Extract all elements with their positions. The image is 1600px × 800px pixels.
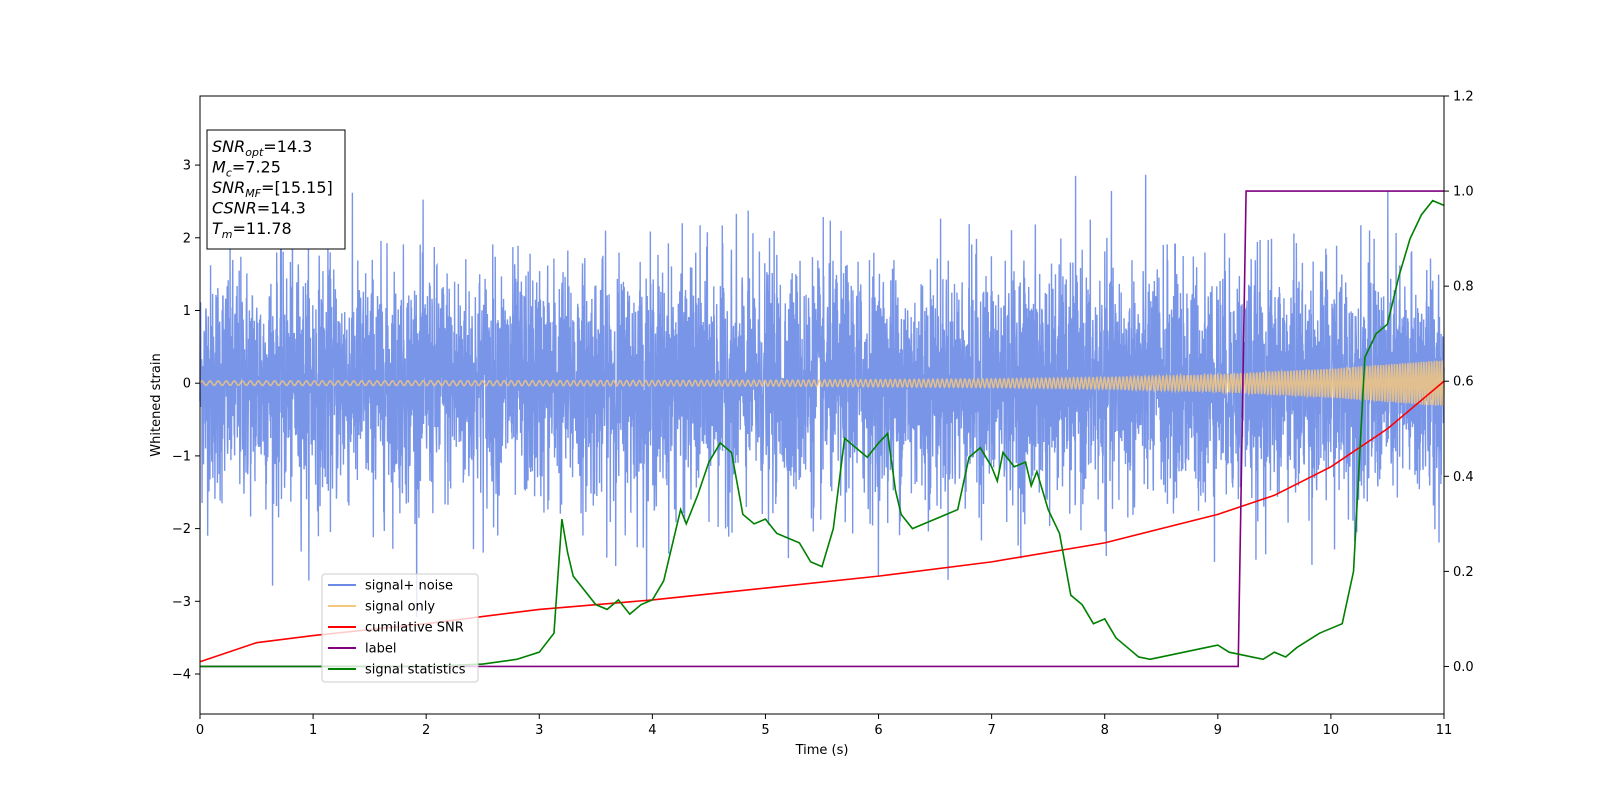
legend-label: label	[365, 642, 396, 657]
signal-only-line	[199, 360, 1445, 407]
y-axis-left: −4 −3 −2 −1 0 1 2 3	[172, 159, 200, 683]
y-right-tick-label: 1.2	[1453, 90, 1474, 105]
signal-statistics-line	[200, 199, 1445, 668]
y-left-tick-label: 1	[183, 304, 191, 319]
y-left-tick-label: −2	[172, 522, 191, 537]
y-axis-right: 0.0 0.2 0.4 0.6 0.8 1.0 1.2	[1444, 90, 1474, 675]
y-left-tick-label: −1	[172, 449, 191, 464]
x-tick-label: 10	[1323, 723, 1340, 738]
y-left-tick-label: 3	[183, 159, 191, 174]
x-axis-label: Time (s)	[795, 743, 849, 758]
x-tick-label: 3	[535, 723, 543, 738]
x-tick-label: 11	[1436, 723, 1453, 738]
x-tick-label: 6	[874, 723, 882, 738]
x-tick-label: 5	[761, 723, 769, 738]
y-right-tick-label: 0.2	[1453, 565, 1474, 580]
annotation-line: Mc=7.25	[212, 158, 281, 180]
y-left-tick-label: −4	[172, 668, 191, 683]
legend-frame	[321, 573, 479, 683]
annotation-line: CSNR=14.3	[212, 199, 306, 218]
legend-label: cumilative SNR	[365, 621, 464, 636]
x-tick-label: 0	[196, 723, 204, 738]
y-right-tick-label: 0.4	[1453, 470, 1474, 485]
signal-noise-line	[199, 174, 1445, 618]
plot-frame	[199, 95, 1445, 715]
x-tick-label: 7	[987, 723, 995, 738]
x-tick-label: 9	[1214, 723, 1222, 738]
annotation-line: SNRMF=[15.15]	[212, 178, 333, 200]
y-right-tick-label: 0.0	[1453, 660, 1474, 675]
y-right-tick-label: 1.0	[1453, 185, 1474, 200]
legend-label: signal only	[365, 600, 435, 615]
legend: signal+ noise signal only cumilative SNR la…	[321, 573, 479, 683]
y-axis-label-left: Whitened strain	[149, 353, 164, 456]
signal-noise-series	[199, 174, 1445, 618]
annotation-line: Tm=11.78	[212, 219, 292, 241]
label-line	[200, 190, 1444, 668]
x-axis: 0 1 2 3 4 5 6 7 8 9 10 11	[196, 714, 1452, 738]
x-tick-label: 2	[422, 723, 430, 738]
x-tick-label: 4	[648, 723, 656, 738]
legend-label: signal statistics	[365, 663, 466, 678]
annotation-frame	[206, 129, 346, 250]
y-left-tick-label: −3	[172, 595, 191, 610]
y-left-tick-label: 0	[183, 377, 191, 392]
annotation-line: SNRopt=14.3	[212, 137, 312, 159]
legend-label: signal+ noise	[365, 579, 453, 594]
x-tick-label: 1	[309, 723, 317, 738]
stats-annotation-box: SNRopt=14.3Mc=7.25SNRMF=[15.15]CSNR=14.3…	[206, 129, 346, 250]
x-tick-label: 8	[1101, 723, 1109, 738]
signal-only-series	[199, 360, 1445, 407]
y-right-tick-label: 0.8	[1453, 280, 1474, 295]
y-left-tick-label: 2	[183, 231, 191, 246]
y-right-tick-label: 0.6	[1453, 375, 1474, 390]
